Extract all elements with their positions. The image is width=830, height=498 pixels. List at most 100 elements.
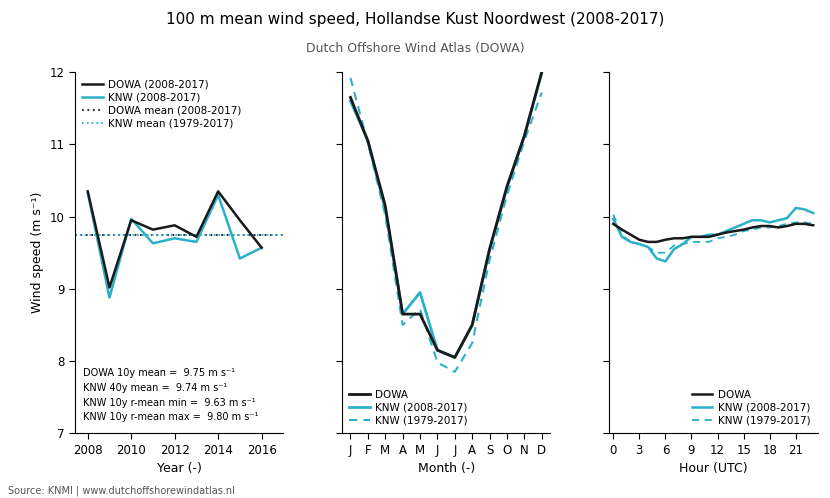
DOWA bbox=[643, 239, 653, 245]
Line: DOWA: DOWA bbox=[350, 72, 542, 358]
KNW (2008-2017) bbox=[808, 210, 818, 216]
DOWA (2008-2017) bbox=[192, 234, 202, 240]
KNW (2008-2017) bbox=[739, 221, 749, 227]
DOWA bbox=[764, 223, 774, 229]
KNW (2008-2017) bbox=[467, 322, 477, 328]
KNW (1979-2017) bbox=[669, 243, 679, 249]
KNW (1979-2017) bbox=[643, 244, 653, 250]
KNW (2008-2017) bbox=[661, 258, 671, 264]
KNW (2008-2017) bbox=[764, 220, 774, 226]
KNW (2008-2017) bbox=[380, 207, 390, 213]
DOWA bbox=[398, 311, 408, 317]
KNW (2008-2017) bbox=[652, 255, 662, 261]
KNW (2008-2017) bbox=[485, 246, 495, 252]
KNW (2008-2017) bbox=[105, 294, 115, 300]
DOWA bbox=[730, 228, 740, 234]
KNW (1979-2017) bbox=[363, 140, 373, 146]
KNW (1979-2017) bbox=[747, 227, 757, 233]
KNW (2008-2017) bbox=[415, 289, 425, 295]
KNW (2008-2017) bbox=[432, 347, 442, 353]
KNW (1979-2017) bbox=[537, 90, 547, 96]
KNW (1979-2017) bbox=[608, 212, 618, 218]
KNW (1979-2017) bbox=[415, 306, 425, 312]
KNW (1979-2017) bbox=[380, 212, 390, 218]
KNW (2008-2017) bbox=[696, 234, 706, 240]
Line: DOWA: DOWA bbox=[613, 224, 813, 242]
KNW (1979-2017) bbox=[634, 241, 644, 247]
Legend: DOWA (2008-2017), KNW (2008-2017), DOWA mean (2008-2017), KNW mean (1979-2017): DOWA (2008-2017), KNW (2008-2017), DOWA … bbox=[80, 77, 243, 131]
KNW (2008-2017) bbox=[192, 239, 202, 245]
Text: Source: KNMI | www.dutchoffshorewindatlas.nl: Source: KNMI | www.dutchoffshorewindatla… bbox=[8, 485, 235, 496]
DOWA (2008-2017) bbox=[83, 188, 93, 194]
KNW (2008-2017) bbox=[256, 245, 266, 250]
KNW (1979-2017) bbox=[799, 220, 809, 226]
DOWA bbox=[467, 322, 477, 328]
KNW (2008-2017) bbox=[747, 217, 757, 223]
KNW (2008-2017) bbox=[643, 244, 653, 250]
Text: DOWA 10y mean =  9.75 m s⁻¹
KNW 40y mean =  9.74 m s⁻¹
KNW 10y r-mean min =  9.6: DOWA 10y mean = 9.75 m s⁻¹ KNW 40y mean … bbox=[83, 368, 258, 422]
DOWA (2008-2017) bbox=[169, 222, 179, 228]
KNW (1979-2017) bbox=[678, 241, 688, 247]
DOWA bbox=[415, 311, 425, 317]
DOWA bbox=[739, 227, 749, 233]
KNW (2008-2017) bbox=[617, 234, 627, 240]
KNW (1979-2017) bbox=[502, 192, 512, 198]
Line: KNW (1979-2017): KNW (1979-2017) bbox=[350, 78, 542, 372]
KNW (1979-2017) bbox=[626, 239, 636, 245]
DOWA bbox=[808, 222, 818, 228]
DOWA bbox=[696, 234, 706, 240]
KNW (2008-2017) bbox=[363, 138, 373, 144]
DOWA bbox=[345, 95, 355, 101]
DOWA bbox=[704, 234, 714, 240]
KNW (2008-2017) bbox=[235, 255, 245, 261]
KNW (2008-2017) bbox=[213, 192, 223, 198]
KNW (1979-2017) bbox=[739, 228, 749, 234]
X-axis label: Month (-): Month (-) bbox=[417, 462, 475, 475]
KNW (2008-2017) bbox=[126, 216, 136, 222]
DOWA bbox=[634, 237, 644, 243]
DOWA bbox=[652, 239, 662, 245]
KNW (2008-2017) bbox=[669, 246, 679, 252]
DOWA bbox=[626, 232, 636, 238]
DOWA bbox=[485, 246, 495, 252]
KNW (2008-2017) bbox=[537, 69, 547, 75]
KNW (1979-2017) bbox=[808, 221, 818, 227]
KNW (2008-2017) bbox=[608, 216, 618, 222]
KNW (1979-2017) bbox=[764, 225, 774, 231]
KNW (2008-2017) bbox=[83, 190, 93, 196]
KNW (1979-2017) bbox=[791, 220, 801, 226]
KNW (1979-2017) bbox=[467, 340, 477, 346]
KNW (2008-2017) bbox=[450, 355, 460, 361]
DOWA bbox=[617, 227, 627, 233]
KNW (2008-2017) bbox=[678, 241, 688, 247]
KNW (2008-2017) bbox=[713, 232, 723, 238]
KNW (1979-2017) bbox=[730, 232, 740, 238]
KNW (2008-2017) bbox=[791, 205, 801, 211]
KNW (1979-2017) bbox=[686, 239, 696, 245]
DOWA bbox=[661, 237, 671, 243]
DOWA bbox=[747, 225, 757, 231]
Line: KNW (1979-2017): KNW (1979-2017) bbox=[613, 215, 813, 252]
KNW (2008-2017) bbox=[774, 217, 784, 223]
KNW (2008-2017) bbox=[398, 311, 408, 317]
DOWA bbox=[537, 69, 547, 75]
DOWA bbox=[782, 223, 792, 229]
Legend: DOWA, KNW (2008-2017), KNW (1979-2017): DOWA, KNW (2008-2017), KNW (1979-2017) bbox=[690, 387, 813, 428]
DOWA (2008-2017) bbox=[105, 284, 115, 290]
DOWA bbox=[678, 236, 688, 242]
DOWA (2008-2017) bbox=[148, 227, 158, 233]
DOWA bbox=[520, 133, 530, 139]
KNW (2008-2017) bbox=[634, 241, 644, 247]
KNW (1979-2017) bbox=[661, 249, 671, 256]
KNW (1979-2017) bbox=[617, 232, 627, 238]
KNW (2008-2017) bbox=[686, 234, 696, 240]
DOWA bbox=[450, 355, 460, 361]
KNW (2008-2017) bbox=[169, 236, 179, 242]
Y-axis label: Wind speed (m s⁻¹): Wind speed (m s⁻¹) bbox=[31, 192, 44, 313]
KNW (1979-2017) bbox=[398, 322, 408, 328]
KNW (1979-2017) bbox=[432, 360, 442, 366]
DOWA bbox=[686, 234, 696, 240]
KNW (2008-2017) bbox=[730, 225, 740, 231]
DOWA bbox=[799, 221, 809, 227]
DOWA bbox=[713, 232, 723, 238]
